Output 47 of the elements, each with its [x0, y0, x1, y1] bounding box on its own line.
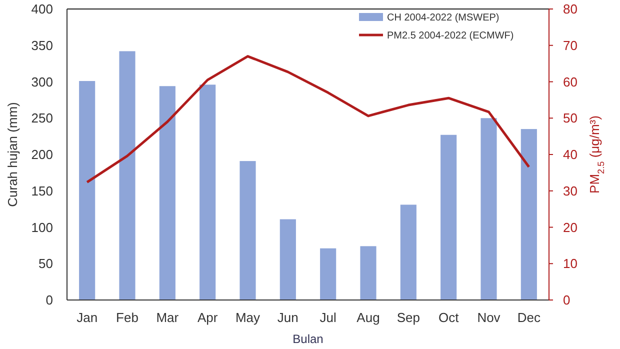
bar — [480, 118, 497, 300]
bar — [360, 246, 376, 300]
y-tick-label: 200 — [31, 147, 53, 162]
legend-label: PM2.5 2004-2022 (ECMWF) — [387, 30, 514, 42]
y2-tick-label: 30 — [563, 183, 578, 198]
y2-tick-label: 0 — [563, 292, 570, 308]
x-tick-label: Oct — [438, 310, 460, 325]
bar — [159, 86, 176, 300]
bar — [400, 204, 416, 300]
x-axis-title: Bulan — [292, 332, 324, 346]
x-tick-label: Nov — [477, 310, 501, 325]
bar — [200, 84, 216, 300]
y-tick-label: 400 — [31, 2, 53, 17]
y2-tick-label: 50 — [563, 110, 578, 126]
x-tick-label: Dec — [517, 310, 541, 325]
y-tick-label: 150 — [31, 183, 53, 198]
y-axis-title: Curah hujan (mm) — [5, 102, 20, 207]
bar — [520, 129, 537, 300]
x-tick-label: Jun — [277, 310, 298, 325]
bar — [280, 219, 296, 300]
x-tick-label: Mar — [156, 310, 180, 325]
y2-tick-label: 10 — [563, 256, 578, 272]
x-tick-label: Apr — [197, 310, 218, 325]
x-tick-label: May — [235, 310, 261, 325]
y2-tick-label: 80 — [563, 2, 578, 17]
y2-tick-label: 40 — [563, 147, 578, 162]
x-tick-label: Sep — [396, 310, 420, 325]
y-tick-label: 0 — [46, 292, 53, 308]
x-tick-label: Feb — [116, 310, 138, 325]
y-tick-label: 300 — [31, 74, 53, 90]
x-tick-label: Jul — [320, 310, 336, 325]
bar — [119, 51, 136, 300]
bar — [320, 248, 336, 300]
y-tick-label: 100 — [31, 220, 53, 235]
y2-tick-label: 60 — [563, 74, 578, 90]
bar — [240, 161, 256, 300]
y-tick-label: 50 — [38, 256, 53, 272]
x-tick-label: Aug — [356, 310, 380, 325]
y2-tick-label: 70 — [563, 38, 578, 53]
bar — [79, 81, 96, 300]
y2-tick-label: 20 — [563, 220, 578, 235]
line-series — [86, 55, 530, 184]
legend-label: CH 2004-2022 (MSWEP) — [387, 12, 500, 24]
bar — [440, 134, 457, 300]
x-tick-label: Jan — [76, 310, 98, 325]
y-tick-label: 350 — [31, 38, 53, 53]
y-tick-label: 250 — [31, 110, 53, 126]
